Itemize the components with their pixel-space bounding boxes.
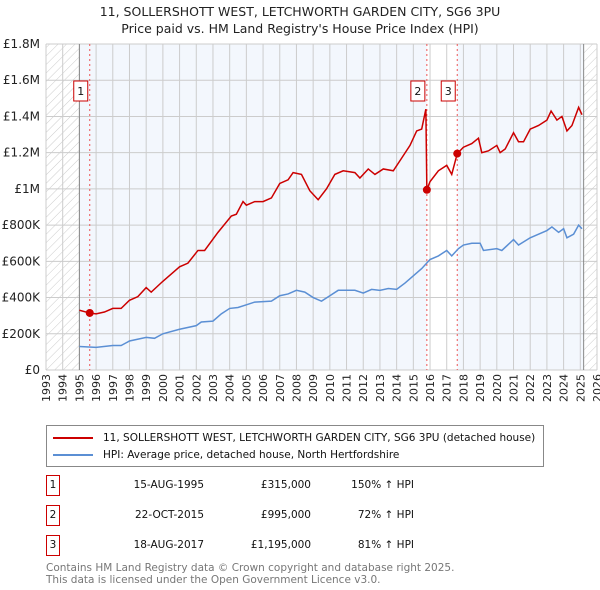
sale-label: 3 (445, 85, 452, 98)
y-tick-label: £800K (2, 218, 42, 232)
legend-label: 11, SOLLERSHOTT WEST, LETCHWORTH GARDEN … (103, 432, 536, 444)
sale-hpi: 72% ↑ HPI (357, 509, 414, 521)
sale-price: £1,195,000 (250, 539, 311, 551)
y-tick-label: £1.8M (3, 37, 40, 51)
x-tick-label: 2002 (190, 374, 203, 402)
red-line-swatch (53, 437, 93, 439)
x-tick-label: 1994 (57, 374, 70, 402)
y-tick-label: £1.2M (3, 146, 40, 160)
legend-label: HPI: Average price, detached house, Nort… (103, 449, 400, 461)
x-tick-label: 2016 (424, 374, 437, 402)
x-tick-label: 2025 (574, 374, 587, 402)
sale-hpi: 150% ↑ HPI (351, 479, 414, 491)
x-tick-label: 2012 (357, 374, 370, 402)
sale-number: 2 (46, 505, 60, 526)
x-tick-label: 2001 (174, 374, 187, 402)
x-tick-label: 2010 (324, 374, 337, 402)
sale-date: 22-OCT-2015 (135, 509, 204, 521)
x-tick-label: 2020 (491, 374, 504, 402)
x-tick-label: 2024 (558, 374, 571, 402)
sale-number: 3 (46, 535, 60, 556)
shaded-region (457, 44, 584, 370)
x-tick-label: 2015 (407, 374, 420, 402)
legend-item-property: 11, SOLLERSHOTT WEST, LETCHWORTH GARDEN … (53, 431, 535, 445)
x-tick-label: 1999 (140, 374, 153, 402)
x-tick-label: 2013 (374, 374, 387, 402)
sale-hpi: 81% ↑ HPI (357, 539, 414, 551)
x-tick-label: 2019 (474, 374, 487, 402)
x-tick-label: 2008 (290, 374, 303, 402)
x-tick-label: 1998 (123, 374, 136, 402)
x-tick-label: 2004 (224, 374, 237, 402)
y-tick-label: £600K (2, 254, 42, 268)
x-tick-label: 2026 (591, 374, 600, 402)
y-tick-label: £1M (14, 182, 40, 196)
shaded-region (79, 44, 427, 370)
sale-row: 1 15-AUG-1995 £315,000 150% ↑ HPI (46, 475, 446, 496)
x-tick-label: 1997 (107, 374, 120, 402)
hpi-line (79, 223, 583, 349)
y-tick-label: £200K (2, 327, 42, 341)
hatched-region-right (583, 44, 597, 370)
sale-label-box (440, 80, 456, 102)
x-tick-label: 2021 (508, 374, 521, 402)
sale-label-box (73, 80, 89, 102)
x-tick-label: 2017 (441, 374, 454, 402)
chart-title: 11, SOLLERSHOTT WEST, LETCHWORTH GARDEN … (0, 3, 600, 37)
sale-point (453, 149, 462, 158)
y-tick-label: £0 (25, 363, 40, 377)
x-tick-label: 2018 (457, 374, 470, 402)
x-tick-label: 1993 (40, 374, 53, 402)
sale-row: 2 22-OCT-2015 £995,000 72% ↑ HPI (46, 505, 446, 526)
footer-line: This data is licensed under the Open Gov… (46, 574, 381, 586)
x-tick-label: 2011 (341, 374, 354, 402)
sale-label-box (410, 80, 426, 102)
x-tick-label: 2022 (524, 374, 537, 402)
x-tick-label: 2003 (207, 374, 220, 402)
sale-point (422, 185, 431, 194)
legend-item-hpi: HPI: Average price, detached house, Nort… (53, 448, 399, 462)
sale-number: 1 (46, 475, 60, 496)
sale-date: 15-AUG-1995 (133, 479, 204, 491)
x-tick-label: 1995 (73, 374, 86, 402)
x-tick-label: 2007 (274, 374, 287, 402)
sale-date: 18-AUG-2017 (133, 539, 204, 551)
property-price-line (79, 105, 583, 315)
x-tick-label: 2006 (257, 374, 270, 402)
x-tick-label: 1996 (90, 374, 103, 402)
sale-price: £315,000 (260, 479, 311, 491)
x-tick-label: 2009 (307, 374, 320, 402)
sale-label: 1 (77, 85, 84, 98)
sale-point (85, 308, 94, 317)
x-tick-label: 2023 (541, 374, 554, 402)
y-tick-label: £400K (2, 291, 42, 305)
sale-row: 3 18-AUG-2017 £1,195,000 81% ↑ HPI (46, 535, 446, 556)
sale-label: 2 (414, 85, 421, 98)
blue-line-swatch (53, 454, 93, 456)
footer-line: Contains HM Land Registry data © Crown c… (46, 562, 455, 574)
y-tick-label: £1.6M (3, 73, 40, 87)
footer: Contains HM Land Registry data © Crown c… (46, 562, 454, 586)
y-tick-label: £1.4M (3, 109, 40, 123)
title-line: 11, SOLLERSHOTT WEST, LETCHWORTH GARDEN … (99, 4, 501, 19)
legend: 11, SOLLERSHOTT WEST, LETCHWORTH GARDEN … (46, 425, 544, 467)
sale-price: £995,000 (260, 509, 311, 521)
price-chart: 1993 1994 1995 1996 1997 1998 1999 2000 2001 2002… (2, 37, 600, 402)
subtitle-line: Price paid vs. HM Land Registry's House … (121, 21, 479, 36)
x-tick-label: 2005 (240, 374, 253, 402)
x-tick-label: 2014 (391, 374, 404, 402)
x-tick-label: 2000 (157, 374, 170, 402)
